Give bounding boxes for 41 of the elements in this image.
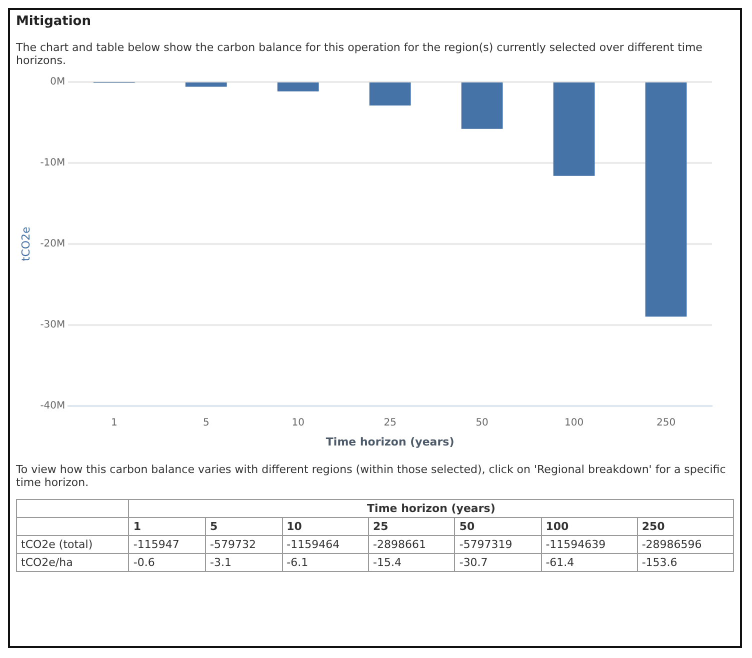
- text: tCO2e/ha: [16, 554, 129, 572]
- x-tick-label: 5: [202, 417, 210, 428]
- x-tick-label: 50: [476, 417, 488, 428]
- text: -3.1: [206, 554, 282, 572]
- y-tick-label: -30M: [40, 319, 66, 330]
- category-label: 25: [372, 520, 388, 533]
- text: -6.1: [282, 554, 368, 572]
- y-tick-label: -10M: [40, 158, 66, 169]
- text: To view how this carbon balance varies with different regions (within those selected), click on 'Regional breakdown' for a specific time horizon.: [16, 463, 727, 489]
- data-label: -579732: [206, 536, 282, 554]
- data-label: -2898661: [368, 536, 455, 554]
- category-label: 100: [546, 520, 569, 533]
- text: -153.6: [637, 554, 734, 572]
- text: -30.7: [454, 554, 542, 572]
- x-tick-label: 10: [292, 417, 304, 428]
- x-tick-label: 250: [656, 417, 676, 428]
- category-label: 10: [286, 520, 302, 533]
- category-label: 250: [642, 520, 665, 533]
- category-label: 50: [459, 520, 475, 533]
- category-label: 5: [210, 520, 218, 533]
- text: Time horizon (years): [367, 502, 496, 515]
- data-label: -1159464: [282, 536, 368, 554]
- data-label: -115947: [128, 536, 206, 554]
- data-label: -11594639: [541, 536, 638, 554]
- x-axis-title: Time horizon (years): [326, 435, 454, 448]
- x-tick-label: 1: [110, 417, 118, 428]
- chart-title: Mitigation: [16, 14, 92, 29]
- text: -15.4: [368, 554, 455, 572]
- text: -0.6: [128, 554, 206, 572]
- y-tick-label: -40M: [40, 400, 66, 412]
- text: The chart and table below show the carbon balance for this operation for the region(s) currently selected over different time horizons.: [16, 41, 704, 67]
- text: -61.4: [541, 554, 638, 572]
- y-tick-label: 0M: [50, 76, 66, 88]
- y-tick-label: -20M: [40, 238, 66, 250]
- x-tick-label: 100: [564, 417, 584, 428]
- category-label: 1: [133, 520, 142, 533]
- y-axis-title: tCO2e: [19, 226, 32, 262]
- data-label: -28986596: [637, 536, 734, 554]
- x-tick-label: 25: [384, 417, 396, 428]
- data-label: -5797319: [454, 536, 542, 554]
- text: tCO2e (total): [16, 536, 129, 554]
